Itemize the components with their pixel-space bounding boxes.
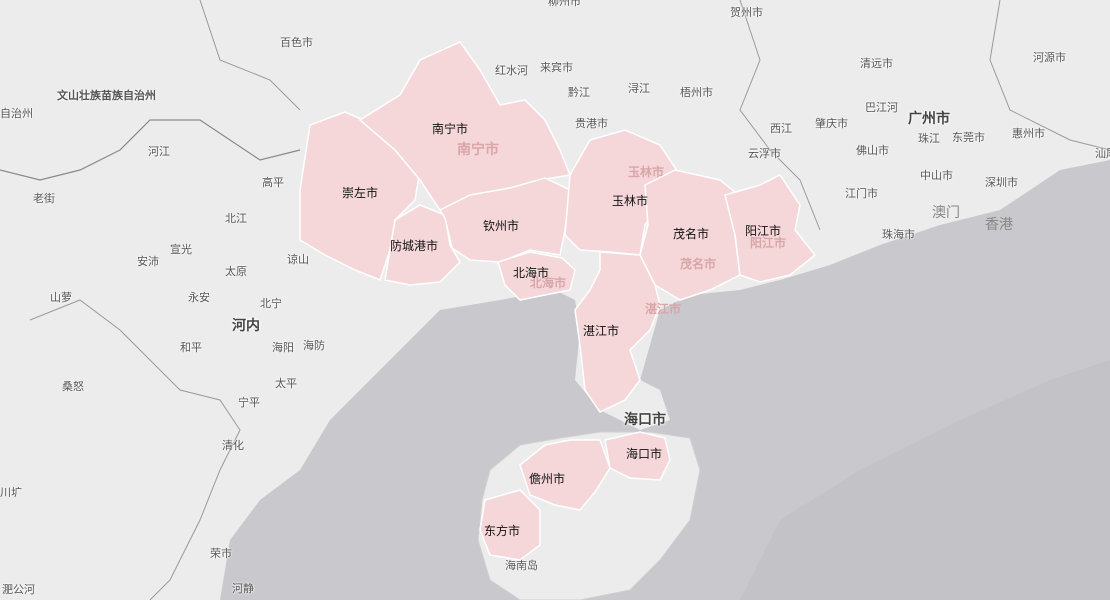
region-zhanjiang: [574, 251, 661, 413]
highlighted-regions: [299, 41, 817, 561]
region-dongfang: [479, 489, 541, 561]
region-nanning: [358, 41, 572, 211]
region-maoming: [639, 169, 746, 301]
region-fangchenggang: [384, 204, 461, 286]
region-chongzuo: [299, 111, 421, 281]
region-qinzhou: [438, 177, 571, 263]
region-beihai: [497, 251, 576, 301]
region-danzhou: [519, 439, 611, 511]
region-haikou: [604, 431, 671, 481]
region-yangjiang: [724, 174, 817, 283]
